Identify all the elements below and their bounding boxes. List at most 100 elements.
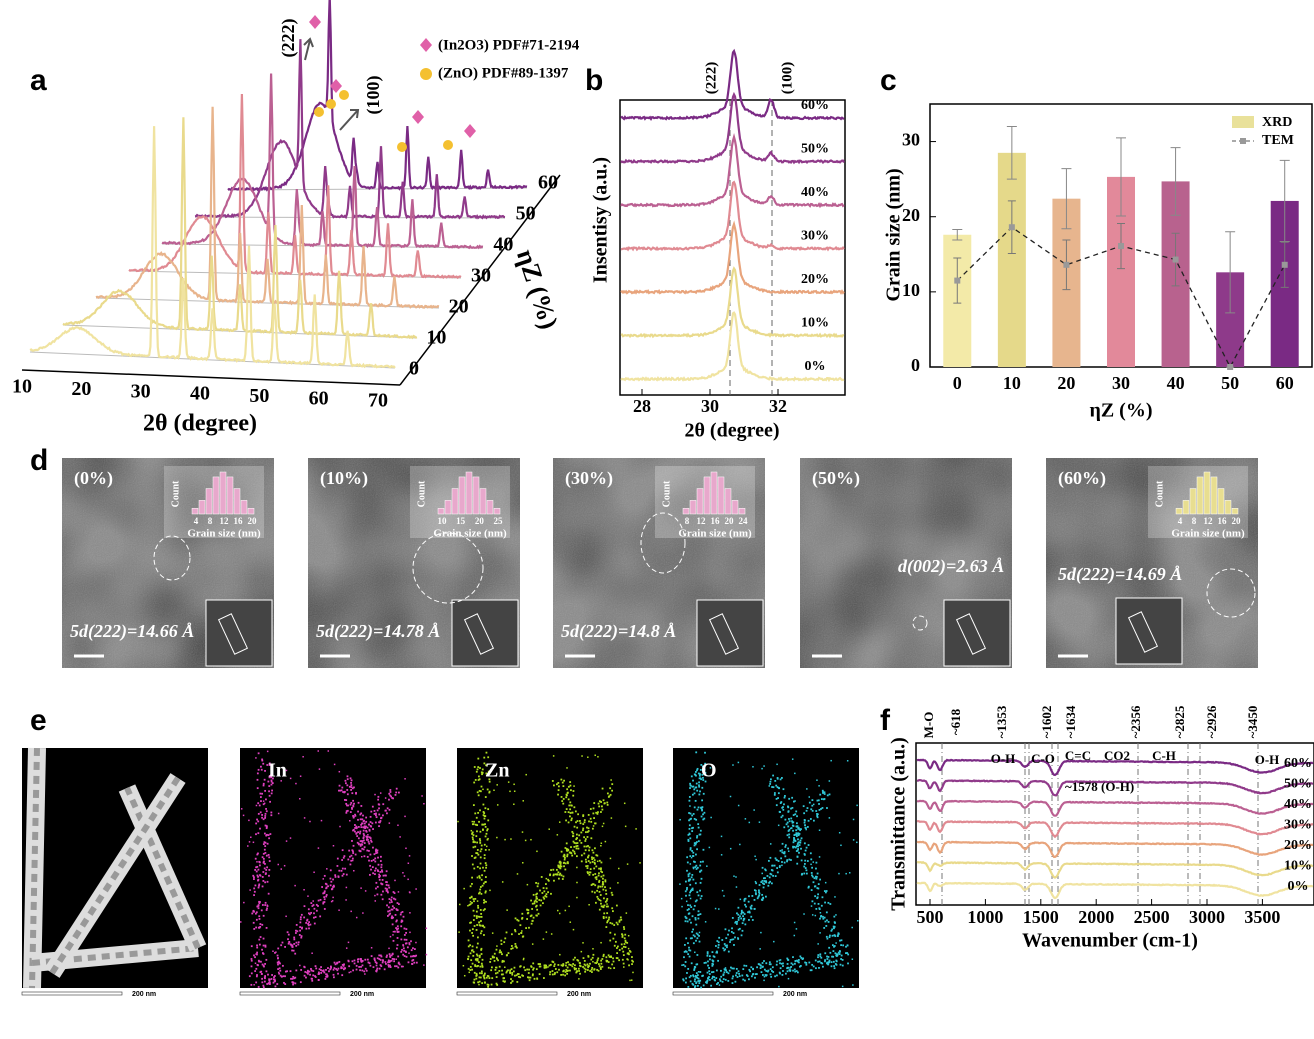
dot [380,860,382,862]
hist-bar [1190,489,1196,514]
dot [406,956,408,958]
dot [720,976,722,978]
dot [373,966,375,968]
spacing-label: 5d(222)=14.78 Å [316,621,440,642]
dot [808,962,810,964]
hist-tick: 8 [208,516,213,526]
dot [819,879,821,881]
dot [623,966,625,968]
dot [804,853,806,855]
dot [315,965,317,967]
dot [389,902,391,904]
dot [742,930,744,932]
dot [581,755,583,757]
series-label: 50% [1284,777,1312,792]
dot [603,823,605,825]
dot [606,960,608,962]
dot [611,907,613,909]
dot [719,978,721,980]
dot [575,821,577,823]
dot [588,965,590,967]
dot [725,979,727,981]
dot [626,912,628,914]
dot [703,984,705,986]
dot [520,932,522,934]
dot [536,968,538,970]
dot [753,809,755,811]
dot [389,965,391,967]
dot [253,928,255,930]
dot [603,875,605,877]
dot [364,959,366,961]
dot [691,857,693,859]
dot [299,926,301,928]
dot [627,953,629,955]
z-tick-label: 10 [426,327,446,349]
dot [262,871,264,873]
dot [268,790,270,792]
panel-letter: c [880,64,897,97]
dot [386,870,388,872]
dot [829,952,831,954]
dot [357,831,359,833]
dot [810,864,812,866]
dot [817,800,819,802]
dot [540,900,542,902]
dot [343,857,345,859]
dot [313,904,315,906]
dot [756,973,758,975]
dot [611,964,613,966]
dot [833,961,835,963]
dot [269,860,271,862]
dot [525,840,527,842]
peak-mark: ~1634 [1063,705,1078,738]
dot [616,905,618,907]
dot [255,833,257,835]
dot [264,817,266,819]
dot [478,794,480,796]
dot [842,986,844,988]
dot [480,977,482,979]
hist-bar [711,472,717,514]
dot [572,795,574,797]
dot [587,845,589,847]
dot [699,941,701,943]
dot [839,953,841,955]
dot [423,964,425,966]
dot [689,796,691,798]
dot [805,829,807,831]
dot [474,813,476,815]
spacing-label: 5d(222)=14.69 Å [1058,564,1182,585]
dot [804,962,806,964]
dot [540,905,542,907]
dot [354,814,356,816]
dot [477,981,479,983]
dot [268,893,270,895]
dot [360,958,362,960]
dot [771,869,773,871]
dot [481,879,483,881]
dot [330,881,332,883]
dot [565,847,567,849]
dot [592,828,594,830]
dot [389,795,391,797]
dot [484,881,486,883]
dot [539,963,541,965]
dot [819,856,821,858]
dot [687,942,689,944]
dot [400,914,402,916]
dot [752,766,754,768]
dot [386,881,388,883]
dot [471,883,473,885]
dot [794,800,796,802]
dot [587,867,589,869]
dot [796,970,798,972]
dot [692,879,694,881]
dot [718,908,720,910]
dot [792,956,794,958]
dot [564,859,566,861]
dot [295,970,297,972]
dot [825,882,827,884]
dot [266,970,268,972]
dot [690,818,692,820]
